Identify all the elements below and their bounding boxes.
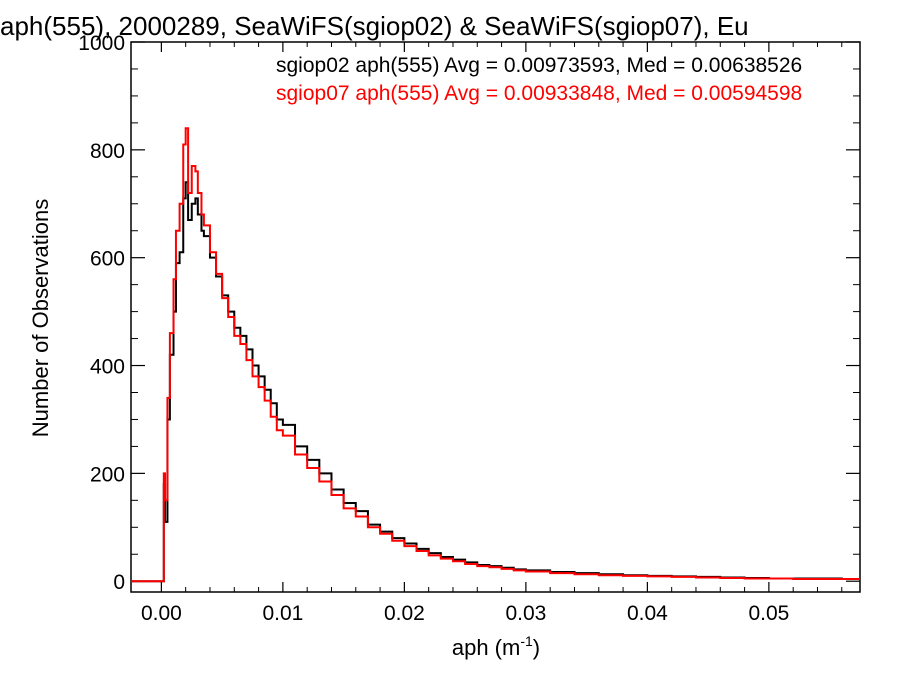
chart-title: aph(555), 2000289, SeaWiFS(sgiop02) & Se… [0,11,749,41]
series-line-1 [131,127,860,583]
series-line-0 [131,181,860,583]
legend-entry-sgiop07: sgiop07 aph(555) Avg = 0.00933848, Med =… [276,82,802,105]
y-tick-label: 800 [90,140,125,163]
y-tick-label: 0 [113,571,125,594]
legend-entry-sgiop02: sgiop02 aph(555) Avg = 0.00973593, Med =… [276,54,802,77]
x-tick-label: 0.03 [505,602,546,625]
y-tick-label: 200 [90,463,125,486]
x-axis-label: aph (m-1) [452,633,540,660]
x-tick-label: 0.04 [627,602,668,625]
x-tick-label: 0.05 [748,602,789,625]
axes: 0.00 0.01 0.02 0.03 0.04 0.05 0 200 400 600 800 100… [78,32,861,625]
x-axis-label-text: aph (m [452,635,520,660]
plot-frame [130,41,861,593]
series-group [131,127,860,583]
y-tick-label: 400 [90,356,125,379]
x-tick-label: 0.01 [262,602,303,625]
x-tick-label: 0.02 [384,602,425,625]
y-axis-label: Number of Observations [28,199,53,437]
x-axis-label-close: ) [533,635,540,660]
x-tick-label: 0.00 [141,602,182,625]
y-tick-label: 600 [90,248,125,271]
y-tick-label: 1000 [78,32,125,55]
x-axis-label-superscript: -1 [520,633,533,649]
